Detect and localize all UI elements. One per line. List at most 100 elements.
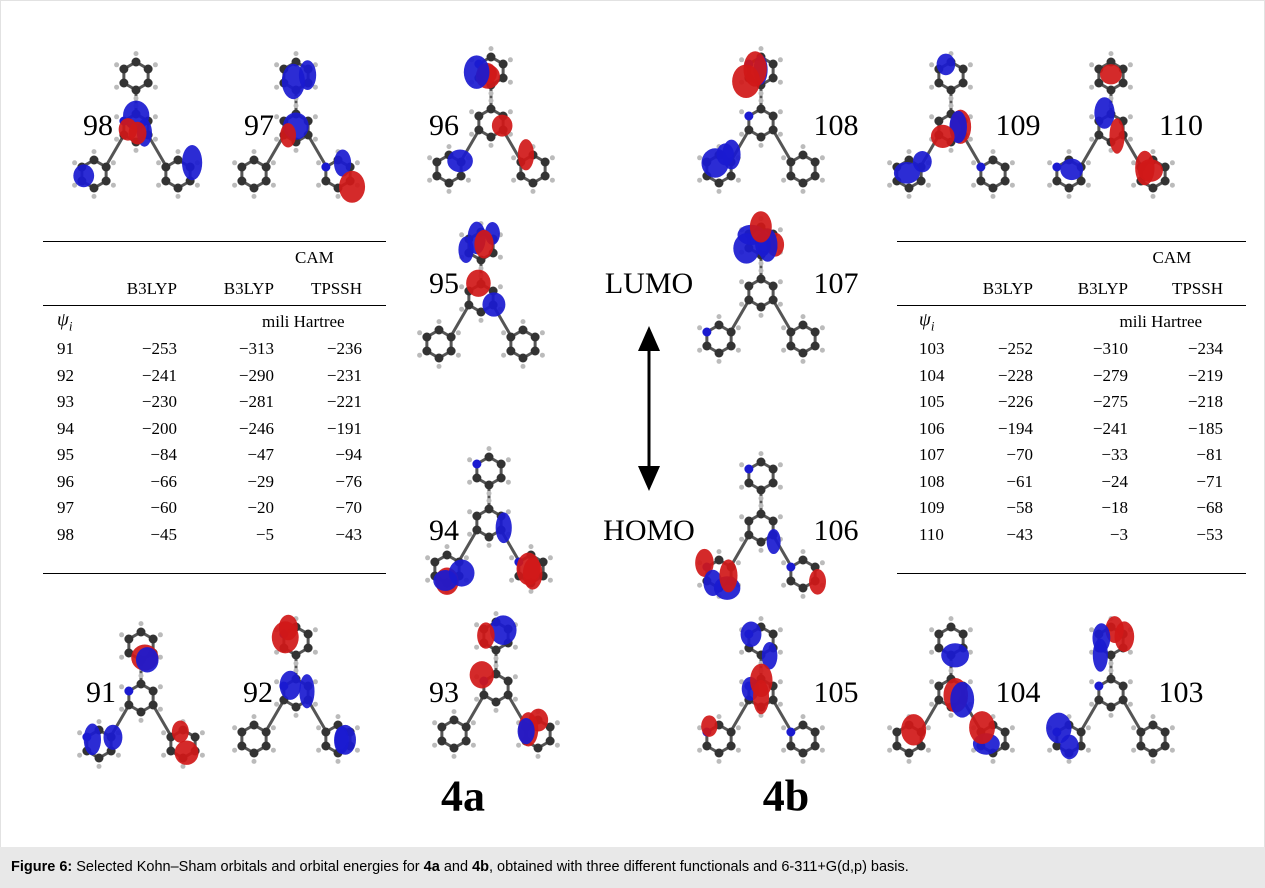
table-cell: −246	[198, 419, 274, 439]
orbital-label: 106	[814, 514, 859, 548]
caption-text: and	[440, 859, 472, 875]
psi-index: i	[69, 318, 73, 333]
table-cell: −66	[101, 472, 177, 492]
table-cell: −53	[1147, 525, 1223, 545]
orbital-label: 96	[429, 109, 459, 143]
table-cell: −313	[198, 339, 274, 359]
caption-bold: 4b	[472, 859, 489, 875]
table-cell: −3	[1052, 525, 1128, 545]
table-cell: −218	[1147, 392, 1223, 412]
molecule	[697, 211, 825, 364]
table-cell: −219	[1147, 366, 1223, 386]
table-cell: −230	[101, 392, 177, 412]
orbital-label: 105	[814, 676, 859, 710]
molecule	[695, 451, 826, 600]
table-header: B3LYP	[1064, 279, 1128, 299]
caption: Figure 6: Selected Kohn–Sham orbitals an…	[0, 847, 1265, 888]
table-cell: 107	[919, 445, 945, 465]
molecule	[697, 46, 825, 194]
table-rule	[897, 305, 1246, 306]
orbital-label: 94	[429, 514, 459, 548]
caption-bold: 4a	[424, 859, 440, 875]
psi-header: ψi	[919, 310, 934, 335]
table-cell: −241	[1052, 419, 1128, 439]
orbital-label: 109	[996, 109, 1041, 143]
table-rule	[43, 305, 386, 306]
table-cell: −241	[101, 366, 177, 386]
table-cell: 97	[57, 498, 74, 518]
table-header: CAM	[295, 248, 334, 268]
table-cell: −231	[286, 366, 362, 386]
caption-text: Selected Kohn–Sham orbitals and orbital …	[72, 859, 423, 875]
table-cell: −81	[1147, 445, 1223, 465]
table-cell: −236	[286, 339, 362, 359]
table-cell: −234	[1147, 339, 1223, 359]
compound-label: 4a	[441, 771, 485, 822]
table-header: TPSSH	[1159, 279, 1223, 299]
table-cell: 108	[919, 472, 945, 492]
table-cell: −29	[198, 472, 274, 492]
table-cell: −47	[198, 445, 274, 465]
table-cell: 98	[57, 525, 74, 545]
table-cell: −228	[957, 366, 1033, 386]
homo-label: HOMO	[603, 514, 695, 548]
table-cell: −226	[957, 392, 1033, 412]
molecule	[697, 616, 825, 764]
caption-label: Figure 6:	[11, 859, 72, 875]
table-header: B3LYP	[210, 279, 274, 299]
page: 98 97 96 108 109 110 95 107 94 106 91 92 93 105 104 103…	[0, 0, 1265, 888]
table-cell: −24	[1052, 472, 1128, 492]
table-cell: −275	[1052, 392, 1128, 412]
compound-label: 4b	[763, 771, 809, 822]
figure: 98 97 96 108 109 110 95 107 94 106 91 92 93 105 104 103…	[0, 0, 1265, 847]
table-header: B3LYP	[113, 279, 177, 299]
table-cell: 103	[919, 339, 945, 359]
orbital-label: 104	[996, 676, 1041, 710]
orbital-label: 98	[83, 109, 113, 143]
psi-index: i	[931, 318, 935, 333]
table-cell: 91	[57, 339, 74, 359]
table-cell: −281	[198, 392, 274, 412]
table-cell: 104	[919, 366, 945, 386]
table-cell: 94	[57, 419, 74, 439]
table-cell: −71	[1147, 472, 1223, 492]
table-cell: −70	[286, 498, 362, 518]
table-cell: −60	[101, 498, 177, 518]
table-cell: −279	[1052, 366, 1128, 386]
table-cell: −61	[957, 472, 1033, 492]
table-cell: −76	[286, 472, 362, 492]
table-cell: −58	[957, 498, 1033, 518]
table-cell: 92	[57, 366, 74, 386]
lumo-label: LUMO	[605, 267, 693, 301]
table-header: TPSSH	[298, 279, 362, 299]
unit-label: mili Hartree	[262, 312, 345, 332]
orbital-label: 103	[1159, 676, 1204, 710]
table-cell: −20	[198, 498, 274, 518]
table-cell: −68	[1147, 498, 1223, 518]
table-cell: 95	[57, 445, 74, 465]
table-cell: −191	[286, 419, 362, 439]
table-cell: 105	[919, 392, 945, 412]
orbital-label: 110	[1159, 109, 1203, 143]
table-cell: −43	[286, 525, 362, 545]
psi-symbol: ψ	[919, 310, 931, 331]
table-cell: 106	[919, 419, 945, 439]
table-cell: −70	[957, 445, 1033, 465]
orbital-label: 108	[814, 109, 859, 143]
table-cell: −253	[101, 339, 177, 359]
table-cell: 109	[919, 498, 945, 518]
unit-label: mili Hartree	[1120, 312, 1203, 332]
orbital-label: 95	[429, 267, 459, 301]
table-cell: −45	[101, 525, 177, 545]
table-cell: −200	[101, 419, 177, 439]
orbital-label: 93	[429, 676, 459, 710]
table-cell: −185	[1147, 419, 1223, 439]
caption-text: , obtained with three different function…	[489, 859, 909, 875]
table-cell: 96	[57, 472, 74, 492]
table-cell: 93	[57, 392, 74, 412]
table-cell: −84	[101, 445, 177, 465]
molecule	[1047, 51, 1175, 199]
orbital-label: 91	[86, 676, 116, 710]
table-header: CAM	[1153, 248, 1192, 268]
